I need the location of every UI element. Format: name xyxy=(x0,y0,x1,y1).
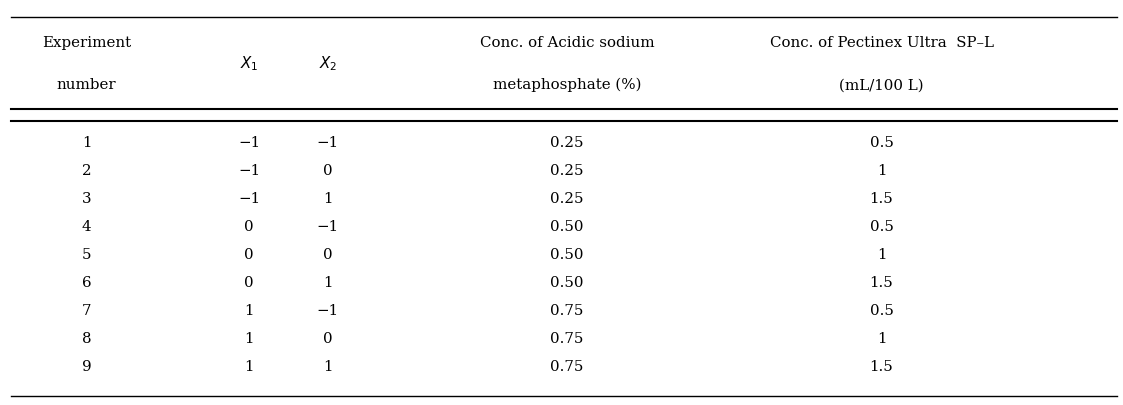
Text: 0.25: 0.25 xyxy=(550,164,584,177)
Text: 0: 0 xyxy=(245,247,254,261)
Text: 1: 1 xyxy=(877,164,886,177)
Text: −1: −1 xyxy=(238,164,261,177)
Text: 0.25: 0.25 xyxy=(550,192,584,205)
Text: 5: 5 xyxy=(82,247,91,261)
Text: −1: −1 xyxy=(317,136,339,149)
Text: number: number xyxy=(56,78,117,92)
Text: 0.50: 0.50 xyxy=(550,220,584,233)
Text: 1: 1 xyxy=(877,247,886,261)
Text: 0: 0 xyxy=(323,164,332,177)
Text: 0.75: 0.75 xyxy=(550,359,584,373)
Text: 8: 8 xyxy=(82,331,91,345)
Text: 3: 3 xyxy=(82,192,91,205)
Text: 0.75: 0.75 xyxy=(550,331,584,345)
Text: 0: 0 xyxy=(245,220,254,233)
Text: −1: −1 xyxy=(317,220,339,233)
Text: 0.25: 0.25 xyxy=(550,136,584,149)
Text: 1: 1 xyxy=(877,331,886,345)
Text: 9: 9 xyxy=(82,359,91,373)
Text: 1.5: 1.5 xyxy=(869,275,894,289)
Text: 1: 1 xyxy=(323,275,332,289)
Text: −1: −1 xyxy=(238,192,261,205)
Text: 0.5: 0.5 xyxy=(869,303,894,317)
Text: 0: 0 xyxy=(323,247,332,261)
Text: Conc. of Acidic sodium: Conc. of Acidic sodium xyxy=(480,36,655,49)
Text: 2: 2 xyxy=(82,164,91,177)
Text: 1.5: 1.5 xyxy=(869,359,894,373)
Text: 0.5: 0.5 xyxy=(869,136,894,149)
Text: 0: 0 xyxy=(245,275,254,289)
Text: 7: 7 xyxy=(82,303,91,317)
Text: 0.50: 0.50 xyxy=(550,275,584,289)
Text: $X_1$: $X_1$ xyxy=(240,54,258,73)
Text: 1: 1 xyxy=(245,359,254,373)
Text: 0.75: 0.75 xyxy=(550,303,584,317)
Text: Experiment: Experiment xyxy=(42,36,131,49)
Text: 4: 4 xyxy=(82,220,91,233)
Text: 1: 1 xyxy=(82,136,91,149)
Text: 1: 1 xyxy=(245,303,254,317)
Text: 0: 0 xyxy=(323,331,332,345)
Text: 1: 1 xyxy=(323,359,332,373)
Text: 1: 1 xyxy=(323,192,332,205)
Text: metaphosphate (%): metaphosphate (%) xyxy=(493,78,641,92)
Text: 0.50: 0.50 xyxy=(550,247,584,261)
Text: 1: 1 xyxy=(245,331,254,345)
Text: (mL/100 L): (mL/100 L) xyxy=(839,78,924,92)
Text: 1.5: 1.5 xyxy=(869,192,894,205)
Text: −1: −1 xyxy=(238,136,261,149)
Text: 6: 6 xyxy=(82,275,91,289)
Text: Conc. of Pectinex Ultra  SP–L: Conc. of Pectinex Ultra SP–L xyxy=(769,36,994,49)
Text: 0.5: 0.5 xyxy=(869,220,894,233)
Text: −1: −1 xyxy=(317,303,339,317)
Text: $X_2$: $X_2$ xyxy=(319,54,337,73)
